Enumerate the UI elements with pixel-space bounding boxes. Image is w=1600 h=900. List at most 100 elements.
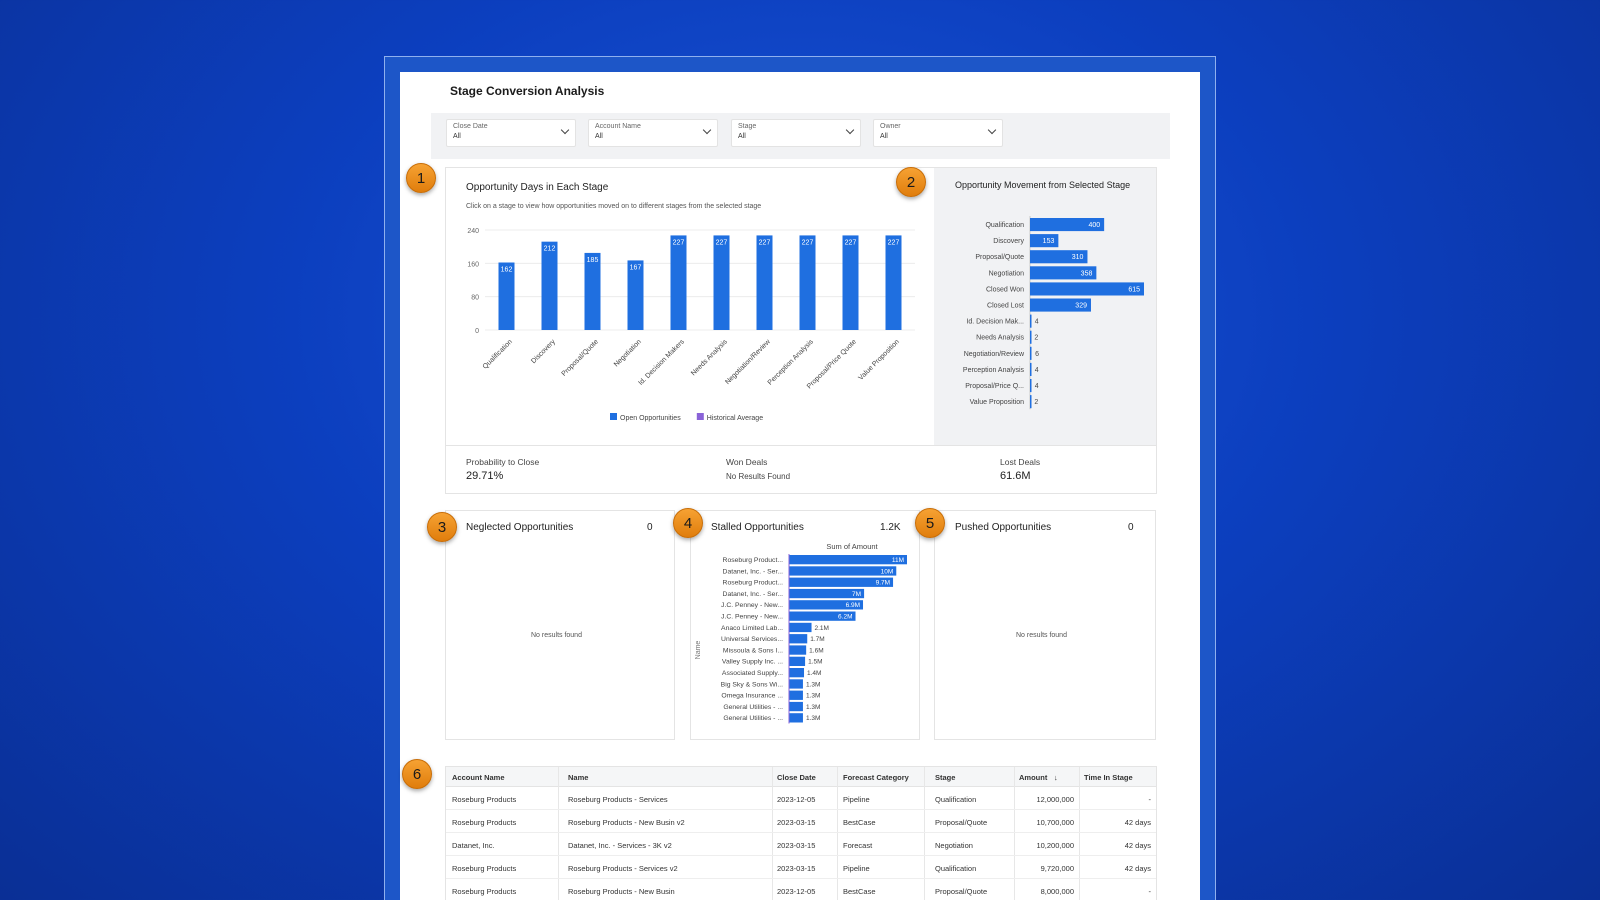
- data-label: 4: [1035, 383, 1039, 390]
- data-label: 227: [802, 239, 814, 246]
- bar: [789, 588, 865, 599]
- bar: [789, 701, 803, 712]
- table-cell: Roseburg Products - New Busin v2: [568, 818, 685, 827]
- category-label: Closed Lost: [987, 303, 1024, 310]
- table-cell: Forecast: [843, 841, 873, 850]
- chevron-down-icon: [987, 125, 997, 135]
- table-cell: Proposal/Quote: [935, 887, 988, 896]
- data-label: 4: [1035, 319, 1039, 326]
- filter-owner[interactable]: Owner All: [873, 119, 1003, 147]
- bar: [498, 262, 515, 330]
- filter-value: All: [595, 133, 603, 140]
- bar: [1030, 395, 1032, 409]
- table-header: [446, 767, 1156, 787]
- bar: [1030, 282, 1144, 296]
- stalled-chart[interactable]: Sum of Amount Name Roseburg Product... 11M D…: [690, 540, 920, 735]
- bar: [799, 235, 816, 330]
- stalled-count: 1.2K: [880, 522, 901, 533]
- chart-title: Sum of Amount: [826, 542, 878, 551]
- filter-value: All: [880, 133, 888, 140]
- column-header[interactable]: Amount: [1019, 773, 1048, 782]
- y-axis-label: Name: [695, 641, 702, 660]
- bar: [789, 713, 803, 723]
- column-header[interactable]: Close Date: [777, 773, 816, 782]
- chevron-down-icon: [845, 125, 855, 135]
- table-cell: Roseburg Products - New Busin: [568, 887, 675, 896]
- x-tick-label: Proposal/Price Quote: [806, 338, 858, 390]
- x-tick-label: Needs Analysis: [690, 338, 729, 377]
- bar: [789, 622, 812, 633]
- bar: [1030, 298, 1091, 312]
- days-chart[interactable]: 0 80 160 240 162 Qualification 212 Discovery 185…: [445, 215, 933, 430]
- filter-stage[interactable]: Stage All: [731, 119, 861, 147]
- bar: [789, 566, 897, 576]
- data-label: 9.7M: [876, 580, 890, 587]
- filter-label: Close Date: [453, 123, 488, 130]
- filter-account-name[interactable]: Account Name All: [588, 119, 718, 147]
- pushed-title: Pushed Opportunities: [955, 522, 1052, 533]
- table-row[interactable]: Datanet, Inc. Datanet, Inc. - Services - …: [446, 833, 1156, 856]
- table-cell: BestCase: [843, 887, 876, 896]
- table-row[interactable]: Roseburg Products Roseburg Products - Ser…: [446, 787, 1156, 810]
- y-tick-label: 160: [467, 261, 479, 268]
- filter-label: Owner: [880, 123, 901, 130]
- bar: [1030, 266, 1097, 280]
- table-cell: 2023-03-15: [777, 841, 816, 850]
- filter-label: Account Name: [595, 123, 641, 130]
- category-label: Negotiation: [989, 270, 1025, 277]
- arrow-down-icon[interactable]: ↓: [1054, 773, 1058, 782]
- category-label: Closed Won: [986, 286, 1024, 293]
- data-label: 6: [1035, 351, 1039, 358]
- table-row[interactable]: Roseburg Products Roseburg Products - New…: [446, 879, 1156, 900]
- data-label: 310: [1072, 254, 1084, 261]
- column-header[interactable]: Time In Stage: [1084, 773, 1133, 782]
- data-label: 1.5M: [808, 659, 822, 666]
- bar: [1030, 346, 1032, 360]
- bar: [1030, 250, 1088, 264]
- column-header[interactable]: Forecast Category: [843, 773, 909, 782]
- table-cell: Roseburg Products: [452, 864, 517, 873]
- data-label: 185: [587, 257, 599, 264]
- days-chart-title: Opportunity Days in Each Stage: [466, 182, 609, 193]
- column-header[interactable]: Name: [568, 773, 589, 782]
- data-label: 167: [630, 264, 642, 271]
- bar: [713, 235, 730, 330]
- probability-value: 29.71%: [466, 470, 504, 482]
- category-label: Anaco Limited Lab...: [721, 625, 783, 632]
- table-cell: 42 days: [1124, 864, 1151, 873]
- table-cell: Roseburg Products: [452, 818, 517, 827]
- bar: [584, 252, 601, 330]
- table-cell: Negotiation: [935, 841, 973, 850]
- bar: [789, 679, 803, 689]
- pushed-card: [934, 510, 1156, 740]
- category-label: J.C. Penney - New...: [721, 614, 783, 621]
- data-label: 227: [716, 239, 728, 246]
- table-cell: 42 days: [1124, 841, 1151, 850]
- bar: [1030, 234, 1059, 248]
- bar: [1030, 314, 1032, 328]
- table-cell: 12,000,000: [1036, 795, 1074, 804]
- data-label: 1.3M: [806, 715, 820, 722]
- column-header[interactable]: Stage: [935, 773, 956, 782]
- legend-swatch: [610, 413, 617, 420]
- table-cell: 10,700,000: [1036, 818, 1074, 827]
- x-tick-label: Negotiation: [613, 338, 643, 368]
- x-tick-label: Negotiation/Review: [724, 338, 772, 386]
- stalled-title: Stalled Opportunities: [711, 522, 804, 533]
- bar: [789, 611, 856, 621]
- category-label: Negotiation/Review: [964, 351, 1025, 358]
- movement-chart[interactable]: Qualification 400 Discovery 153 Proposal/Quo…: [934, 216, 1156, 416]
- table-cell: Datanet, Inc.: [452, 841, 495, 850]
- table-cell: Roseburg Products - Services v2: [568, 864, 678, 873]
- bar: [541, 241, 558, 330]
- column-header[interactable]: Account Name: [452, 773, 505, 782]
- category-label: Value Proposition: [970, 399, 1024, 406]
- bar: [1030, 218, 1105, 232]
- filter-close-date[interactable]: Close Date All: [446, 119, 576, 147]
- table-cell: 2023-03-15: [777, 818, 816, 827]
- table-row[interactable]: Roseburg Products Roseburg Products - New…: [446, 810, 1156, 833]
- table-cell: Qualification: [935, 795, 977, 804]
- callout-badge: 3: [427, 512, 457, 542]
- table-row[interactable]: Roseburg Products Roseburg Products - Ser…: [446, 856, 1156, 879]
- data-label: 227: [673, 239, 685, 246]
